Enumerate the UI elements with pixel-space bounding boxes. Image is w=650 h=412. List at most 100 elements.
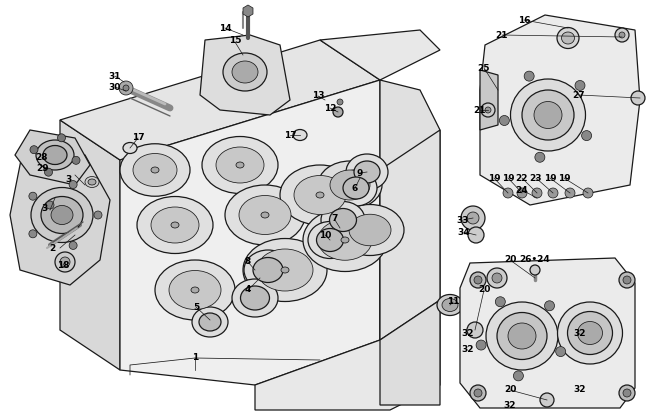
Circle shape bbox=[119, 81, 133, 95]
Polygon shape bbox=[460, 258, 635, 408]
Ellipse shape bbox=[522, 90, 574, 140]
Text: 11: 11 bbox=[447, 297, 460, 307]
Text: 6: 6 bbox=[352, 183, 358, 192]
Text: 22: 22 bbox=[515, 173, 528, 183]
Ellipse shape bbox=[567, 311, 612, 354]
Ellipse shape bbox=[318, 220, 372, 260]
Ellipse shape bbox=[36, 140, 74, 170]
Circle shape bbox=[474, 389, 482, 397]
Ellipse shape bbox=[244, 250, 292, 290]
Text: 4: 4 bbox=[245, 286, 251, 295]
Ellipse shape bbox=[303, 208, 387, 272]
Text: 17: 17 bbox=[132, 133, 144, 143]
Text: 7: 7 bbox=[332, 213, 338, 222]
Circle shape bbox=[631, 91, 645, 105]
Circle shape bbox=[69, 241, 77, 249]
Text: 31: 31 bbox=[109, 72, 122, 80]
Ellipse shape bbox=[330, 208, 356, 232]
Circle shape bbox=[60, 257, 70, 267]
Text: 24: 24 bbox=[515, 185, 528, 194]
Ellipse shape bbox=[239, 196, 291, 234]
Polygon shape bbox=[10, 140, 110, 285]
Ellipse shape bbox=[349, 214, 391, 246]
Ellipse shape bbox=[280, 165, 360, 225]
Ellipse shape bbox=[308, 222, 352, 258]
Polygon shape bbox=[120, 80, 380, 385]
Circle shape bbox=[467, 212, 479, 224]
Circle shape bbox=[514, 371, 523, 381]
Circle shape bbox=[485, 107, 491, 113]
Ellipse shape bbox=[155, 260, 235, 320]
Circle shape bbox=[55, 252, 75, 272]
Ellipse shape bbox=[31, 187, 93, 243]
Ellipse shape bbox=[281, 267, 289, 273]
Ellipse shape bbox=[261, 212, 269, 218]
Circle shape bbox=[623, 276, 631, 284]
Text: 29: 29 bbox=[36, 164, 49, 173]
Text: 14: 14 bbox=[218, 23, 231, 33]
Ellipse shape bbox=[316, 192, 324, 198]
Ellipse shape bbox=[232, 279, 278, 317]
Ellipse shape bbox=[330, 170, 370, 200]
Circle shape bbox=[123, 85, 129, 91]
Circle shape bbox=[474, 276, 482, 284]
Ellipse shape bbox=[293, 129, 307, 140]
Polygon shape bbox=[200, 35, 290, 115]
Polygon shape bbox=[15, 130, 90, 185]
Ellipse shape bbox=[534, 101, 562, 129]
Ellipse shape bbox=[51, 206, 73, 225]
Circle shape bbox=[556, 346, 566, 356]
Ellipse shape bbox=[151, 207, 199, 243]
Ellipse shape bbox=[577, 321, 603, 344]
Text: 27: 27 bbox=[573, 91, 585, 100]
Ellipse shape bbox=[317, 229, 343, 251]
Circle shape bbox=[583, 188, 593, 198]
Text: 20: 20 bbox=[504, 255, 516, 265]
Text: 13: 13 bbox=[312, 91, 324, 100]
Ellipse shape bbox=[442, 299, 458, 311]
Ellipse shape bbox=[508, 323, 536, 349]
Ellipse shape bbox=[510, 79, 586, 151]
Polygon shape bbox=[243, 5, 253, 17]
Circle shape bbox=[623, 389, 631, 397]
Circle shape bbox=[540, 393, 554, 407]
Polygon shape bbox=[480, 15, 640, 205]
Ellipse shape bbox=[557, 28, 579, 49]
Ellipse shape bbox=[558, 302, 623, 364]
Ellipse shape bbox=[240, 286, 270, 310]
Circle shape bbox=[44, 168, 53, 176]
Circle shape bbox=[548, 188, 558, 198]
Circle shape bbox=[503, 188, 513, 198]
Ellipse shape bbox=[202, 136, 278, 194]
Circle shape bbox=[470, 385, 486, 401]
Ellipse shape bbox=[236, 162, 244, 168]
Ellipse shape bbox=[171, 222, 179, 228]
Text: 2: 2 bbox=[49, 243, 55, 253]
Text: 18: 18 bbox=[57, 260, 70, 269]
Text: 20: 20 bbox=[504, 386, 516, 395]
Circle shape bbox=[467, 322, 483, 338]
Circle shape bbox=[619, 272, 635, 288]
Circle shape bbox=[46, 201, 54, 209]
Circle shape bbox=[57, 134, 66, 142]
Ellipse shape bbox=[318, 161, 382, 209]
Ellipse shape bbox=[88, 179, 96, 185]
Ellipse shape bbox=[151, 167, 159, 173]
Ellipse shape bbox=[335, 170, 377, 206]
Circle shape bbox=[615, 28, 629, 42]
Ellipse shape bbox=[192, 307, 228, 337]
Circle shape bbox=[461, 206, 485, 230]
Text: 17: 17 bbox=[283, 131, 296, 140]
Text: 21: 21 bbox=[496, 30, 508, 40]
Circle shape bbox=[619, 385, 635, 401]
Circle shape bbox=[333, 107, 343, 117]
Text: 19: 19 bbox=[558, 173, 570, 183]
Ellipse shape bbox=[253, 258, 283, 283]
Text: 5: 5 bbox=[193, 302, 199, 311]
Ellipse shape bbox=[123, 143, 137, 154]
Text: 1: 1 bbox=[192, 353, 198, 363]
Text: 28: 28 bbox=[36, 152, 48, 162]
Ellipse shape bbox=[85, 176, 99, 187]
Circle shape bbox=[481, 103, 495, 117]
Text: 10: 10 bbox=[318, 230, 332, 239]
